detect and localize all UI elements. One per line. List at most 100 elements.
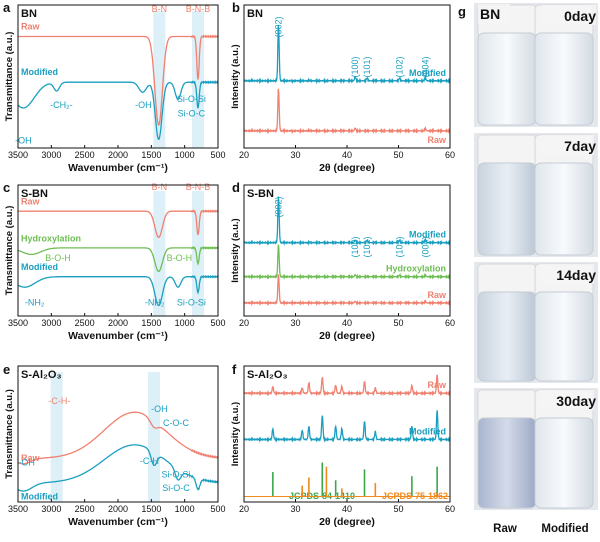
x-axis-label: 2θ (degree) <box>319 330 375 342</box>
panel-title: BN <box>247 8 263 20</box>
bottle-body <box>477 291 537 382</box>
bn-bottle-label: BN <box>480 6 500 22</box>
x-tick-label-3: 2000 <box>108 504 128 514</box>
series-label-modified: Modified <box>409 426 446 436</box>
series-modified-line <box>17 444 219 492</box>
x-tick-label-1: 3000 <box>41 318 61 328</box>
series-modified-line <box>243 196 451 246</box>
band-1 <box>192 191 204 316</box>
series-label-raw: Raw <box>427 380 447 390</box>
x-tick-label-2: 2500 <box>75 318 95 328</box>
panel-b: Modified Raw (002) (100) (101) (102) (004) 20 30… <box>230 0 455 174</box>
peak-label-4: (004) <box>420 236 430 257</box>
series-modified-line <box>243 410 451 443</box>
bottle-cap <box>477 134 537 168</box>
peak-label-0: (002) <box>274 196 284 217</box>
x-axis-label: 2θ (degree) <box>319 162 375 174</box>
x-tick-label-4: 1500 <box>141 504 161 514</box>
x-tick-label-3: 2000 <box>108 150 128 160</box>
day-label-2: 14day <box>556 267 596 283</box>
series-label-modified: Modified <box>21 262 58 272</box>
day-label-bg <box>542 5 596 25</box>
bottle-body <box>477 162 537 256</box>
x-tick-label-2: 40 <box>342 150 352 160</box>
day-label-bg <box>540 264 594 284</box>
x-tick-label-4: 1500 <box>141 318 161 328</box>
bottle-cap <box>477 263 537 297</box>
x-tick-label-1: 30 <box>290 150 300 160</box>
x-tick-label-6: 500 <box>210 504 225 514</box>
panel-letter: e <box>3 362 10 377</box>
panel-c: Raw Hydroxylation Modified B-N B-N-B B-O-H B-O… <box>3 180 226 342</box>
x-axis-label: Wavenumber (cm⁻¹) <box>68 162 168 174</box>
series-raw-line <box>18 34 219 126</box>
panel-letter: f <box>232 362 237 377</box>
x-tick-label-6: 500 <box>210 318 225 328</box>
panel-title: S-BN <box>247 188 274 200</box>
peak-label-1: (100) <box>350 236 360 257</box>
y-axis-label: Intensity (a.u.) <box>230 44 241 108</box>
annotation-1: B-N-B <box>186 4 211 14</box>
x-tick-label-5: 1000 <box>175 150 195 160</box>
series-label-raw: Raw <box>21 21 41 31</box>
x-tick-label-2: 2500 <box>75 150 95 160</box>
series-label-modified: Modified <box>21 491 58 501</box>
bottle-body <box>477 417 537 509</box>
peak-label-1: (100) <box>350 56 360 77</box>
peak-label-2: (101) <box>362 56 372 77</box>
panel-letter: a <box>3 0 11 15</box>
day-label-bg <box>540 390 594 410</box>
bn-label-bg <box>478 4 510 24</box>
bottle-cap <box>477 389 537 423</box>
annotation-2: C-O-C <box>163 418 189 428</box>
annotation-1: -OH <box>151 404 168 414</box>
x-tick-label-0: 3500 <box>8 318 28 328</box>
annotation-3: -CH₂- <box>50 100 73 110</box>
panel-e: Raw Modified -C-H- -OH C-O-C -OH -C-HSi-O-Si Si… <box>3 362 226 528</box>
panel-title: BN <box>21 8 37 20</box>
series-raw-line <box>18 209 219 239</box>
x-tick-label-3: 50 <box>393 504 403 514</box>
panel-g-photos: g 0day 7day 14day 30day BN Raw Modified <box>458 2 598 540</box>
ref-label-0: JCPDS-84-1410 <box>289 491 355 501</box>
annotation-6: Si-O-Si <box>177 298 206 308</box>
peak-label-2: (101) <box>362 236 372 257</box>
ref-label-1: JCPDS-75-1862 <box>382 491 448 501</box>
series-label-raw: Raw <box>21 453 41 463</box>
x-tick-label-5: 1000 <box>175 504 195 514</box>
annotation-4: -C-H <box>140 456 159 466</box>
x-tick-label-3: 50 <box>393 318 403 328</box>
series-label-modified: Modified <box>21 67 58 77</box>
bottle-body <box>477 32 537 126</box>
series-label-raw: Raw <box>427 135 447 145</box>
panel-f: JCPDS-84-1410 JCPDS-75-1862 Raw Modified 20 3… <box>230 362 455 528</box>
annotation-0: B-N <box>152 182 168 192</box>
x-tick-label-0: 3500 <box>8 150 28 160</box>
band-0 <box>153 191 166 316</box>
x-tick-label-1: 3000 <box>41 150 61 160</box>
x-tick-label-3: 2000 <box>108 318 128 328</box>
band-1 <box>148 372 160 502</box>
x-tick-label-4: 60 <box>445 150 455 160</box>
annotation-1: B-N-B <box>186 182 211 192</box>
x-tick-label-1: 30 <box>290 318 300 328</box>
annotation-3: -OH <box>18 457 35 467</box>
x-tick-label-4: 1500 <box>141 150 161 160</box>
plot-frame <box>17 365 219 503</box>
panel-a: Raw Modified B-N B-N-B -OH -CH₂- -OH Si-O-Si Si-… <box>3 0 226 174</box>
series-label-hydroxylation: Hydroxylation <box>386 264 446 274</box>
bottle-body <box>534 162 594 256</box>
annotation-0: -C-H- <box>48 396 70 406</box>
panel-letter: b <box>232 0 240 15</box>
annotation-6: Si-O-C <box>162 483 190 493</box>
series-hydroxylation-line <box>243 244 451 281</box>
series-modified-line <box>17 274 219 307</box>
annotation-2: -OH <box>15 136 32 146</box>
annotation-0: B-N <box>152 4 168 14</box>
series-raw-line <box>243 88 451 135</box>
x-tick-label-2: 2500 <box>75 504 95 514</box>
annotation-5: Si-O-Si <box>162 470 191 480</box>
series-modified-line <box>243 24 451 85</box>
panel-letter-g: g <box>458 4 466 19</box>
